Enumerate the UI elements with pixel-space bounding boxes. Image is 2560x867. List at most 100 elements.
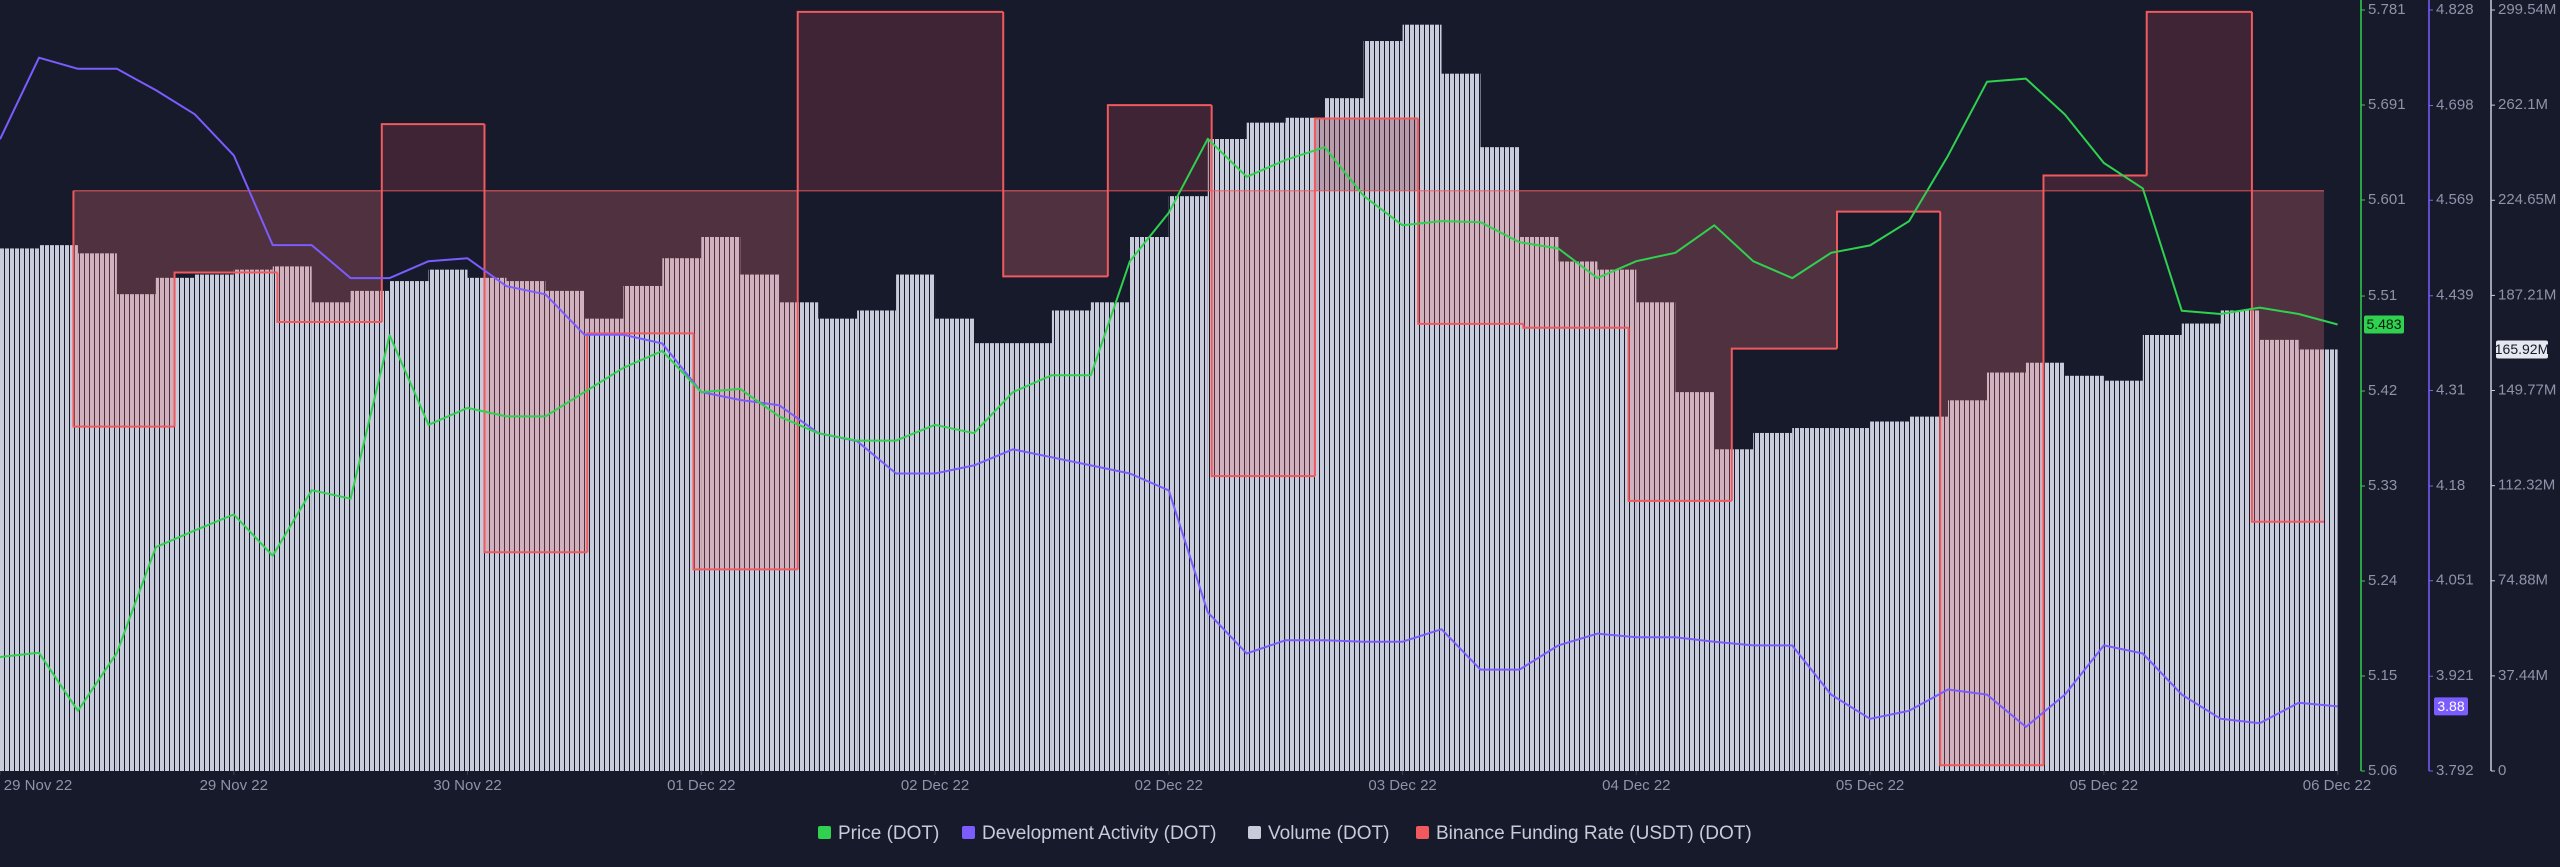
funding-step xyxy=(1835,210,1941,349)
x-tick-label: 02 Dec 22 xyxy=(901,777,969,794)
volume-bar xyxy=(1402,24,1442,772)
funding-step xyxy=(1417,118,1524,325)
volume-bar xyxy=(1090,302,1130,771)
volume-bar xyxy=(1363,41,1403,771)
y-tick-label: 4.439 xyxy=(2436,287,2474,304)
volume-bar xyxy=(1636,302,1676,771)
volume-bar xyxy=(1012,343,1052,771)
volume-bar xyxy=(818,318,858,771)
y-tick-label: 5.42 xyxy=(2368,382,2397,399)
funding-area xyxy=(1211,190,1315,477)
x-tick-label: 06 Dec 22 xyxy=(2303,777,2371,794)
y-tick-label: 187.21M xyxy=(2498,286,2556,303)
y-tick-label: 37.44M xyxy=(2498,667,2548,684)
legend-label: Development Activity (DOT) xyxy=(982,823,1216,844)
volume-bar xyxy=(1324,98,1364,771)
volume-bar xyxy=(1675,392,1715,771)
y-tick-label: 74.88M xyxy=(2498,572,2548,589)
funding-area xyxy=(797,11,1004,191)
volume-bar xyxy=(1831,428,1871,771)
volume-bar xyxy=(2220,310,2260,771)
volume-bar xyxy=(1753,432,1793,771)
y-tick-label: 4.18 xyxy=(2436,477,2465,494)
volume-bar xyxy=(2181,323,2221,771)
funding-area xyxy=(2146,11,2252,191)
funding-step xyxy=(692,333,798,571)
x-tick-label: 05 Dec 22 xyxy=(1836,777,1904,794)
funding-step xyxy=(380,123,485,323)
y-tick-label: 299.54M xyxy=(2498,1,2556,18)
x-tick-label: 05 Dec 22 xyxy=(2070,777,2138,794)
y-tick-label: 5.24 xyxy=(2368,572,2397,589)
funding-area xyxy=(1628,190,1732,501)
y-tick-label: 3.792 xyxy=(2436,762,2474,779)
x-tick-label: 03 Dec 22 xyxy=(1368,777,1436,794)
volume-bar xyxy=(1285,117,1325,772)
axes: 29 Nov 22 29 Nov 22 30 Nov 22 01 Dec 22 02 D… xyxy=(0,0,2556,794)
y-tick-label: 5.33 xyxy=(2368,477,2397,494)
volume-bar xyxy=(116,294,156,771)
volume-bar xyxy=(623,285,663,771)
funding-area xyxy=(277,190,382,323)
volume-bar xyxy=(974,343,1013,771)
volume-bar xyxy=(1246,122,1286,771)
volume-bar xyxy=(2064,375,2104,771)
funding-area xyxy=(73,190,175,427)
volume-bar xyxy=(2298,349,2338,771)
funding-step xyxy=(1313,117,1419,477)
y-tick-label: 5.51 xyxy=(2368,287,2397,304)
volume-bar xyxy=(1129,236,1169,771)
volume-bar xyxy=(467,277,507,771)
y-tick-label: 5.06 xyxy=(2368,762,2397,779)
volume-bar xyxy=(1714,449,1754,771)
y-tick-label: 4.31 xyxy=(2436,381,2465,398)
x-tick-label: 29 Nov 22 xyxy=(4,777,72,794)
value-badge xyxy=(2496,340,2548,359)
y-tick-label: 0 xyxy=(2498,762,2506,779)
funding-area xyxy=(484,190,588,553)
funding-step xyxy=(796,10,1004,570)
volume-bar xyxy=(896,274,936,771)
volume-bar xyxy=(272,266,312,771)
volume-bar xyxy=(1441,73,1481,771)
funding-step xyxy=(1106,104,1212,277)
volume-bar xyxy=(0,248,39,771)
funding-step xyxy=(173,271,278,427)
funding-area xyxy=(2251,190,2324,522)
funding-area xyxy=(1418,190,1524,324)
volume-bar xyxy=(935,318,975,771)
volume-bar xyxy=(77,253,117,771)
legend-swatch xyxy=(962,826,975,839)
funding-step xyxy=(1210,105,1315,478)
legend-label: Binance Funding Rate (USDT) (DOT) xyxy=(1436,823,1752,844)
y-tick-label: 3.921 xyxy=(2436,667,2474,684)
funding-step xyxy=(1939,211,2044,767)
funding-step xyxy=(483,124,588,554)
funding-area xyxy=(693,190,798,570)
legend-label: Price (DOT) xyxy=(838,823,939,844)
volume-bar xyxy=(1480,147,1520,772)
volume-bar xyxy=(1207,139,1247,771)
volume-bar xyxy=(545,290,585,771)
funding-step xyxy=(276,272,382,324)
legend-swatch xyxy=(1248,826,1261,839)
funding-area xyxy=(1731,190,1837,349)
funding-area xyxy=(1836,190,1941,212)
funding-step xyxy=(2250,11,2324,523)
x-tick-label: 30 Nov 22 xyxy=(433,777,501,794)
y-tick-label: 4.569 xyxy=(2436,191,2474,208)
legend-swatch xyxy=(818,826,831,839)
volume-bar xyxy=(1948,400,1987,771)
volume-bar xyxy=(662,258,702,772)
x-tick-label: 02 Dec 22 xyxy=(1135,777,1203,794)
volume-bar xyxy=(1792,428,1832,771)
funding-area xyxy=(1940,190,2044,766)
funding-step xyxy=(1730,347,1837,501)
y-tick-label: 224.65M xyxy=(2498,191,2556,208)
y-tick-label: 149.77M xyxy=(2498,381,2556,398)
volume-bar xyxy=(1519,236,1559,771)
x-tick-label: 04 Dec 22 xyxy=(1602,777,1670,794)
volume-bar xyxy=(740,274,780,771)
funding-step xyxy=(1627,327,1732,502)
